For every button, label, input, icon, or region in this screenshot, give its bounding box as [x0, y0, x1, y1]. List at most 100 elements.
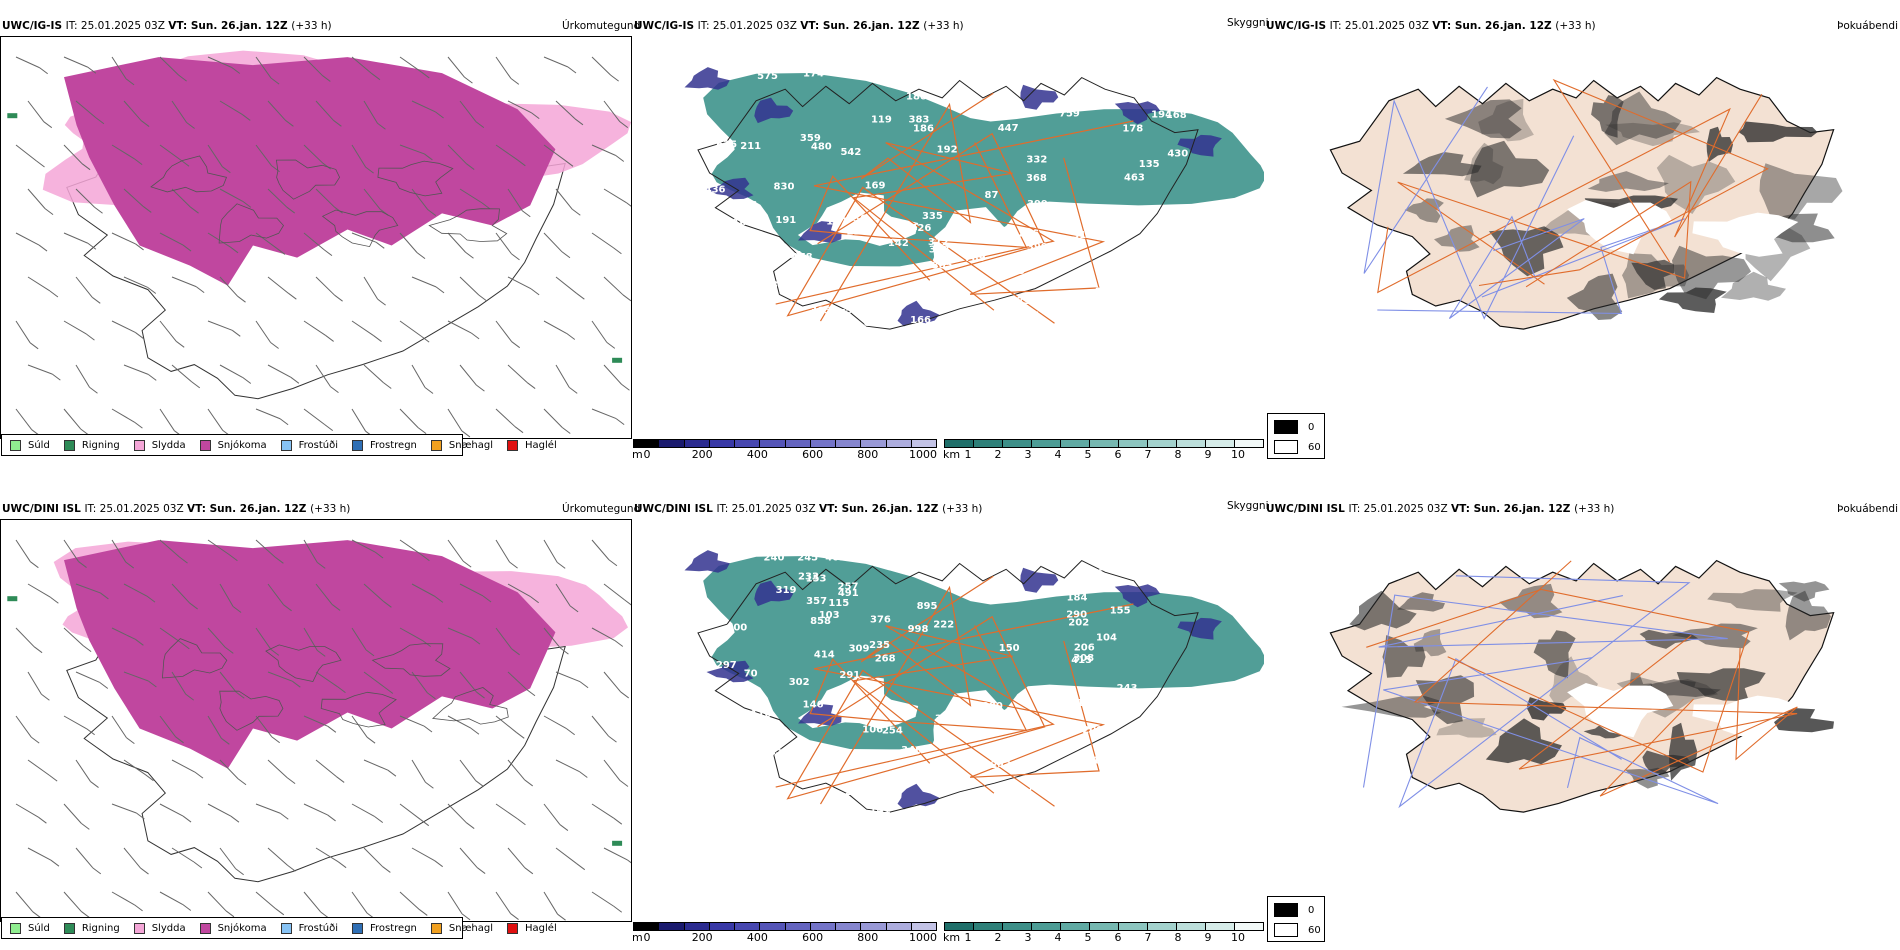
- cloud-base-value: 146: [803, 699, 824, 710]
- fog-legend-label: 60: [1308, 441, 1321, 453]
- wind-barb: [255, 803, 289, 820]
- cloud-base-value: 415: [762, 746, 783, 757]
- cloud-base-map[interactable]: 830 973 192 759 305 168 186 178 166 138 227 365 312 2…: [632, 36, 1264, 376]
- wind-barb: [447, 56, 473, 84]
- wind-barb: [315, 276, 343, 302]
- cloud-map-canvas: 830 973 192 759 305 168 186 178 166 138 227 365 312 2…: [684, 62, 1264, 330]
- wind-barb: [219, 671, 245, 699]
- cloud-base-value: 303: [929, 245, 950, 256]
- wind-barb: [15, 627, 43, 654]
- wind-barb: [303, 539, 326, 569]
- wind-barb: [495, 715, 525, 739]
- cloud-base-map[interactable]: 998 243 807 895 116 800 887 206 146 123 153 145 110 1…: [632, 519, 1264, 859]
- terrain-contour: [265, 644, 342, 682]
- cloud-base-value: 110: [1077, 698, 1098, 709]
- fog-indicator-map[interactable]: [1264, 519, 1900, 859]
- valid-time: Sun. 26.jan. 12Z: [822, 20, 924, 32]
- rain-patch: [612, 357, 623, 363]
- wind-barb: [411, 188, 437, 217]
- cloud-base-value: 800: [726, 622, 747, 633]
- valid-time-label: VT:: [819, 503, 842, 515]
- valid-time-label: VT:: [187, 503, 210, 515]
- wind-barb: [267, 276, 297, 300]
- cloud-base-value: 87: [985, 190, 999, 201]
- colorbar-cell: [1119, 440, 1148, 447]
- cloud-base-value: 302: [789, 677, 810, 688]
- cloud-base-value: 211: [740, 141, 761, 152]
- cloud-base-value: 332: [1026, 154, 1047, 165]
- fog-legend: 0 60: [1267, 896, 1325, 942]
- wind-barb: [603, 188, 631, 207]
- road-line: [786, 615, 1055, 807]
- valid-time: Sun. 26.jan. 12Z: [209, 503, 311, 515]
- wind-barb: [459, 364, 485, 392]
- fog-indicator-map[interactable]: [1264, 36, 1900, 376]
- wind-barb: [447, 232, 474, 259]
- wind-barb: [219, 847, 244, 876]
- wind-barb: [63, 627, 92, 653]
- colorbar-tick: 3: [1024, 931, 1032, 944]
- precip-type-map[interactable]: [0, 519, 632, 922]
- wind-barb: [75, 671, 109, 689]
- model-name: UWC/DINI ISL: [634, 503, 717, 515]
- wind-barb: [591, 320, 616, 349]
- wind-barb: [591, 803, 623, 825]
- road-line: [1377, 93, 1763, 294]
- cloud-base-value: 135: [1139, 159, 1160, 170]
- cloud-base-value: 145: [981, 801, 1002, 812]
- wind-barb: [207, 56, 241, 74]
- legend-swatch: [10, 922, 21, 934]
- cloud-base-value: 426: [910, 223, 931, 234]
- legend-item-snæhagl: Snæhagl: [430, 439, 494, 451]
- cloud-base-value: 610: [864, 318, 885, 329]
- wind-barb: [111, 715, 135, 745]
- precip-type-map[interactable]: [0, 36, 632, 439]
- panel-header-fog: UWC/DINI ISL IT: 25.01.2025 03Z VT: Sun.…: [1266, 502, 1614, 516]
- wind-barb: [255, 232, 286, 255]
- legend-swatch: [430, 439, 442, 451]
- wind-barb: [399, 320, 430, 343]
- colorbar-tick: 7: [1144, 448, 1152, 461]
- wind-barb: [303, 56, 331, 82]
- wind-barb: [267, 188, 296, 214]
- valid-time-label: VT:: [1451, 503, 1474, 515]
- fog-indicator-patch: [1397, 592, 1445, 612]
- cloud-base-value: 383: [909, 114, 930, 125]
- precip-type-legend: Súld Rigning Slydda Snjókoma Frostúði Frostre…: [1, 917, 557, 939]
- legend-label: Snæhagl: [448, 439, 494, 451]
- colorbar-cell: [735, 923, 761, 930]
- wind-barb: [123, 759, 154, 782]
- wind-barb: [267, 759, 296, 785]
- wind-barb: [171, 583, 198, 610]
- fog-legend: 0 60: [1267, 413, 1325, 459]
- colorbar-unit: km: [943, 448, 961, 461]
- wind-barb: [447, 539, 472, 568]
- panel-header-fog: UWC/IG-IS IT: 25.01.2025 03Z VT: Sun. 26…: [1266, 19, 1596, 33]
- cloud-base-value: 415: [1071, 655, 1092, 666]
- wind-barb: [459, 583, 492, 603]
- colorbar-cell: [1003, 440, 1032, 447]
- wind-barb: [495, 320, 521, 349]
- colorbar-cell: [1032, 440, 1061, 447]
- wind-barb: [591, 891, 623, 913]
- wind-barb: [555, 847, 586, 871]
- terrain-contour: [161, 638, 228, 679]
- colorbar-cell: [1235, 440, 1263, 447]
- cloud-base-value: 116: [751, 709, 772, 720]
- low-cloud-patch: [684, 550, 730, 573]
- wind-barb: [75, 100, 105, 125]
- colorbar-cell: [974, 440, 1003, 447]
- road-line: [809, 142, 1028, 281]
- wind-barb: [447, 891, 471, 921]
- cloud-base-value: 176: [892, 66, 913, 77]
- terrain-contour: [321, 209, 399, 248]
- colorbar-cell: [1148, 923, 1177, 930]
- legend-label: Frostregn: [370, 439, 417, 451]
- wind-barb: [555, 671, 589, 689]
- colorbar-cell: [1119, 923, 1148, 930]
- wind-barb: [303, 803, 336, 822]
- wind-barb: [111, 803, 145, 820]
- cloud-base-value: 480: [811, 142, 832, 153]
- wind-barb: [159, 56, 187, 82]
- panel-title-cloud: Skyggni: [1227, 17, 1269, 29]
